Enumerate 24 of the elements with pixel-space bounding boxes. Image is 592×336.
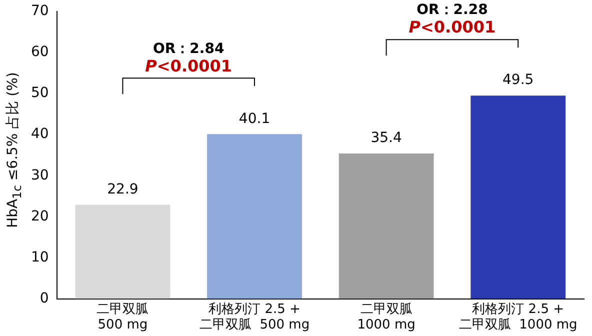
data-label: 40.1 bbox=[238, 110, 270, 127]
y-tick-label: 50 bbox=[30, 85, 49, 102]
x-tick-label: 二甲双胍 1000 mg bbox=[357, 302, 416, 333]
y-tick-label: 60 bbox=[30, 44, 49, 60]
data-label: 22.9 bbox=[107, 181, 138, 198]
x-tick-label: 利格列汀 2.5 + 二甲双胍 500 mg bbox=[199, 302, 310, 333]
x-tick-label: 二甲双胍 500 mg bbox=[96, 302, 149, 333]
y-tick-label: 0 bbox=[40, 290, 49, 306]
y-tick-label: 70 bbox=[30, 3, 49, 20]
x-tick-label: 利格列汀 2.5 + 二甲双胍 1000 mg bbox=[458, 302, 578, 333]
bar bbox=[207, 134, 302, 299]
annotation: OR：2.84 bbox=[152, 40, 224, 57]
annotation: P<0.0001 bbox=[408, 18, 496, 37]
bar bbox=[470, 96, 566, 299]
y-tick-label: 10 bbox=[30, 249, 49, 266]
bar bbox=[75, 204, 170, 299]
y-tick-label: 20 bbox=[30, 208, 49, 224]
data-label: 35.4 bbox=[370, 130, 402, 146]
y-tick-label: 30 bbox=[30, 167, 49, 184]
annotation: P<0.0001 bbox=[145, 56, 232, 76]
annotation: OR：2.28 bbox=[416, 2, 488, 18]
y-tick-label: 40 bbox=[30, 126, 49, 142]
bar bbox=[338, 153, 434, 299]
data-label: 49.5 bbox=[502, 72, 534, 88]
